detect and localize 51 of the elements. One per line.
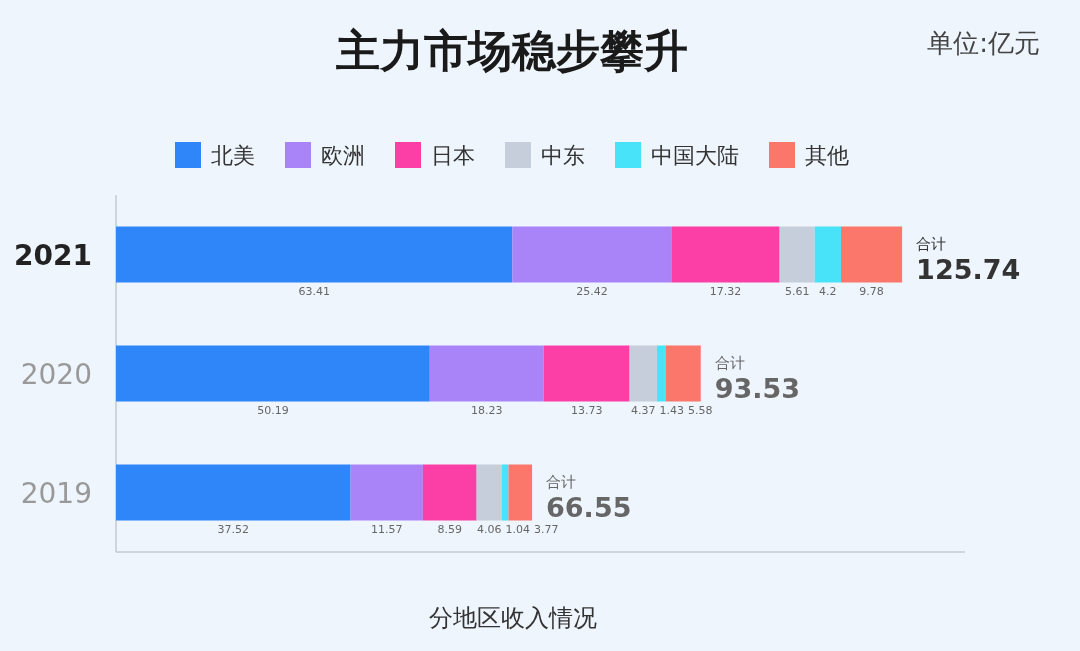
data-label: 9.78	[859, 284, 884, 298]
y-tick-label: 2021	[14, 238, 92, 272]
total-label: 合计 66.55	[546, 472, 632, 523]
data-label: 18.23	[471, 403, 503, 417]
total-label: 合计 125.74	[916, 234, 1021, 285]
bar	[840, 226, 903, 283]
x-axis-title: 分地区收入情况	[428, 604, 597, 632]
bar	[543, 345, 630, 402]
bar	[476, 464, 502, 521]
bar	[501, 464, 509, 521]
bar	[422, 464, 477, 521]
bar	[429, 345, 544, 402]
bar	[671, 226, 780, 283]
legend-label: 日本	[431, 143, 475, 168]
bar	[779, 226, 815, 283]
bar	[512, 226, 672, 283]
data-label: 3.77	[534, 522, 559, 536]
bar	[116, 226, 513, 283]
data-label: 1.43	[659, 403, 684, 417]
total-label: 合计 93.53	[714, 353, 801, 404]
bar	[116, 464, 351, 521]
bar	[350, 464, 423, 521]
legend-label: 北美	[211, 143, 255, 168]
data-label: 17.32	[709, 284, 742, 298]
data-label: 4.37	[631, 403, 656, 417]
legend-label: 欧洲	[321, 143, 365, 168]
bar	[508, 464, 533, 521]
data-label: 4.2	[819, 284, 837, 298]
data-label: 11.57	[370, 522, 403, 536]
legend-label: 中国大陆	[651, 143, 739, 168]
data-label: 25.42	[576, 284, 608, 298]
bar	[814, 226, 841, 283]
data-label: 8.59	[437, 522, 463, 536]
y-tick-label: 2019	[20, 476, 92, 510]
data-label: 13.73	[570, 403, 603, 417]
bar	[629, 345, 657, 402]
data-label: 5.58	[688, 403, 713, 417]
data-label: 4.06	[477, 522, 502, 536]
bar	[656, 345, 666, 402]
data-label: 5.61	[784, 284, 810, 298]
data-label: 1.04	[505, 522, 531, 536]
bar	[116, 345, 430, 402]
legend-label: 中东	[541, 143, 585, 168]
chart-title: 主力市场稳步攀升	[335, 25, 688, 76]
y-tick-label: 2020	[20, 357, 92, 391]
legend-label: 其他	[805, 143, 849, 168]
data-label: 63.41	[298, 284, 330, 298]
data-label: 50.19	[257, 403, 289, 417]
text: 单位:亿元	[927, 28, 1040, 58]
bar	[665, 345, 701, 402]
data-label: 37.52	[217, 522, 250, 536]
